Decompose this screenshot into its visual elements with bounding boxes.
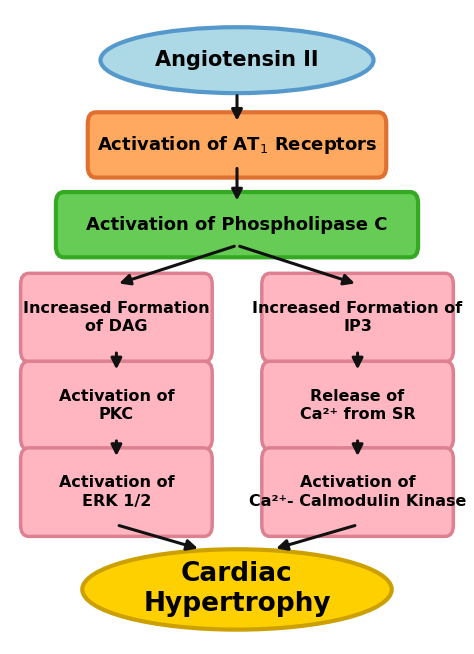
FancyBboxPatch shape <box>56 192 418 257</box>
Text: Activation of
PKC: Activation of PKC <box>59 388 174 422</box>
Text: Activation of Phospholipase C: Activation of Phospholipase C <box>86 216 388 233</box>
FancyBboxPatch shape <box>21 361 212 450</box>
Text: Activation of
Ca²⁺- Calmodulin Kinase: Activation of Ca²⁺- Calmodulin Kinase <box>249 475 466 509</box>
FancyBboxPatch shape <box>262 448 453 536</box>
FancyBboxPatch shape <box>262 361 453 450</box>
Ellipse shape <box>100 27 374 93</box>
FancyBboxPatch shape <box>88 112 386 178</box>
Text: Release of
Ca²⁺ from SR: Release of Ca²⁺ from SR <box>300 388 415 422</box>
Text: Increased Formation of
IP3: Increased Formation of IP3 <box>253 301 463 334</box>
Ellipse shape <box>82 549 392 630</box>
Text: Activation of
ERK 1/2: Activation of ERK 1/2 <box>59 475 174 509</box>
Text: Cardiac
Hypertrophy: Cardiac Hypertrophy <box>143 561 331 617</box>
FancyBboxPatch shape <box>21 448 212 536</box>
Text: Activation of AT$_1$ Receptors: Activation of AT$_1$ Receptors <box>97 134 377 156</box>
Text: Increased Formation
of DAG: Increased Formation of DAG <box>23 301 210 334</box>
FancyBboxPatch shape <box>262 273 453 362</box>
FancyBboxPatch shape <box>21 273 212 362</box>
Text: Angiotensin II: Angiotensin II <box>155 50 319 70</box>
